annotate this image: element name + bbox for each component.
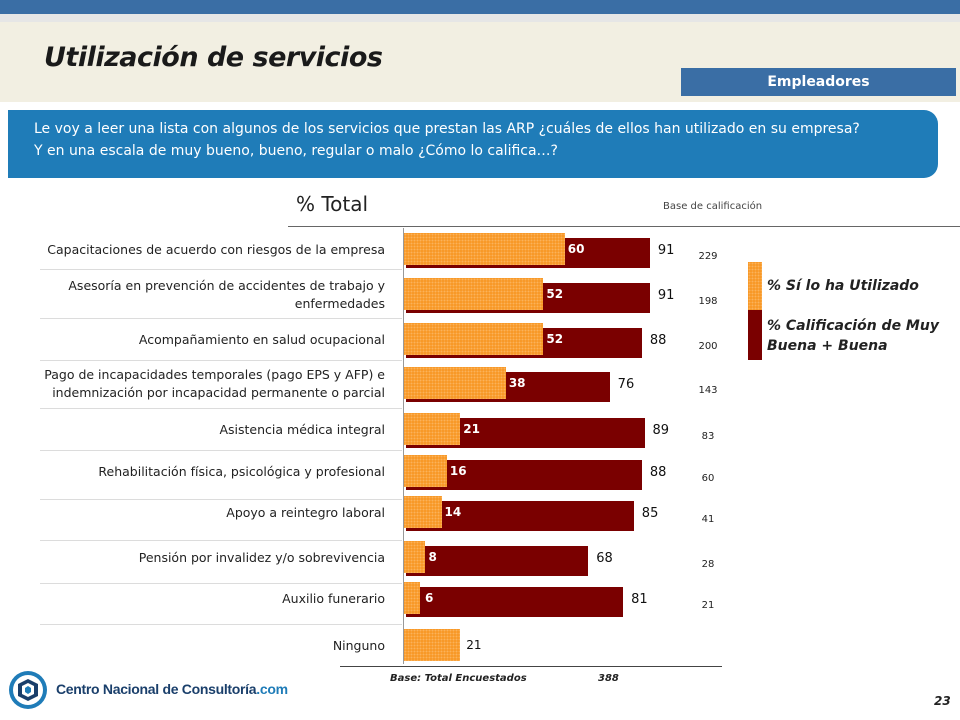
category-label: Capacitaciones de acuerdo con riesgos de… <box>47 242 385 257</box>
rating-value-label: 88 <box>649 465 667 480</box>
category-label: Ninguno <box>332 638 385 653</box>
used-value-label: 16 <box>449 464 467 478</box>
page-number: 23 <box>934 694 951 708</box>
row-separator <box>40 269 402 270</box>
base-value-label: 28 <box>701 559 715 570</box>
base-value-label: 41 <box>701 514 715 525</box>
category-label: Pago de incapacidades temporales (pago E… <box>44 367 385 400</box>
row-separator <box>40 540 402 541</box>
base-value-label: 143 <box>698 385 718 396</box>
used-value-label: 38 <box>508 376 526 390</box>
used-value-label: 6 <box>425 591 434 605</box>
used-value-label: 60 <box>567 242 585 256</box>
used-bar <box>404 233 565 265</box>
company-logo-icon <box>9 671 47 709</box>
base-value-label: 60 <box>701 473 715 484</box>
base-value-label: 83 <box>701 431 715 442</box>
rating-bar <box>406 546 589 576</box>
top-stripe-grey <box>0 14 960 22</box>
used-bar <box>404 323 544 355</box>
category-label: Auxilio funerario <box>282 591 385 606</box>
rating-value-label: 76 <box>617 377 635 392</box>
category-label: Acompañamiento en salud ocupacional <box>138 332 385 347</box>
base-value-label: 21 <box>701 600 715 611</box>
rating-value-label: 89 <box>652 423 670 438</box>
legend-used-label: % Sí lo ha Utilizado <box>767 278 919 294</box>
logo-main-text: Centro Nacional de Consultoría <box>56 681 257 697</box>
category-label: Apoyo a reintegro laboral <box>226 505 385 520</box>
category-label: Rehabilitación física, psicológica y pro… <box>98 464 385 479</box>
category-label: Pensión por invalidez y/o sobrevivencia <box>138 550 385 565</box>
segment-badge: Empleadores <box>681 68 956 96</box>
rating-bar <box>406 501 634 531</box>
used-bar <box>404 413 461 445</box>
legend-swatch-used <box>748 262 762 310</box>
used-value-label: 14 <box>444 505 462 519</box>
question-line-2: Y en una escala de muy bueno, bueno, reg… <box>34 143 558 159</box>
rating-value-label: 91 <box>657 243 675 258</box>
page-title: Utilización de servicios <box>44 42 383 73</box>
used-bar <box>404 496 442 528</box>
question-box: Le voy a leer una lista con algunos de l… <box>8 110 938 178</box>
used-value-label: 52 <box>546 287 564 301</box>
used-bar <box>404 541 426 573</box>
used-bar <box>404 455 447 487</box>
row-separator <box>40 360 402 361</box>
row-separator <box>40 624 402 625</box>
used-bar <box>404 582 421 614</box>
top-stripe <box>0 0 960 14</box>
rating-value-label: 88 <box>649 333 667 348</box>
used-value-label: 21 <box>466 638 482 652</box>
used-bar <box>404 367 506 399</box>
used-value-label: 52 <box>546 332 564 346</box>
chart-title: % Total <box>296 192 369 216</box>
rating-value-label: 91 <box>657 288 675 303</box>
rating-value-label: 68 <box>596 551 613 566</box>
company-logo-text: Centro Nacional de Consultoría.com <box>56 681 288 697</box>
category-label: Asistencia médica integral <box>219 422 385 437</box>
row-separator <box>40 408 402 409</box>
row-separator <box>40 318 402 319</box>
row-separator <box>40 450 402 451</box>
logo-dotcom-text: .com <box>256 681 288 697</box>
base-value-label: 198 <box>698 296 718 307</box>
used-value-label: 21 <box>463 422 480 436</box>
base-column-header: Base de calificación <box>663 201 763 212</box>
rating-value-label: 81 <box>631 592 648 607</box>
rating-value-label: 85 <box>641 506 659 521</box>
used-bar <box>404 278 544 310</box>
header-divider <box>288 226 960 227</box>
used-value-label: 8 <box>428 550 437 564</box>
question-line-1: Le voy a leer una lista con algunos de l… <box>34 121 860 137</box>
footer-divider <box>340 666 722 667</box>
footer-base-label: Base: Total Encuestados <box>390 673 527 684</box>
rating-bar <box>406 587 624 617</box>
category-label: Asesoría en prevención de accidentes de … <box>68 278 385 311</box>
row-separator <box>40 583 402 584</box>
row-separator <box>40 499 402 500</box>
chart-axis <box>403 228 404 664</box>
used-bar <box>404 629 461 661</box>
base-value-label: 200 <box>698 341 718 352</box>
legend-swatch-rating <box>748 310 762 360</box>
legend-rating-label: % Calificación de Muy Buena + Buena <box>767 318 939 354</box>
base-value-label: 229 <box>698 251 718 262</box>
footer-base-n: 388 <box>598 673 619 684</box>
